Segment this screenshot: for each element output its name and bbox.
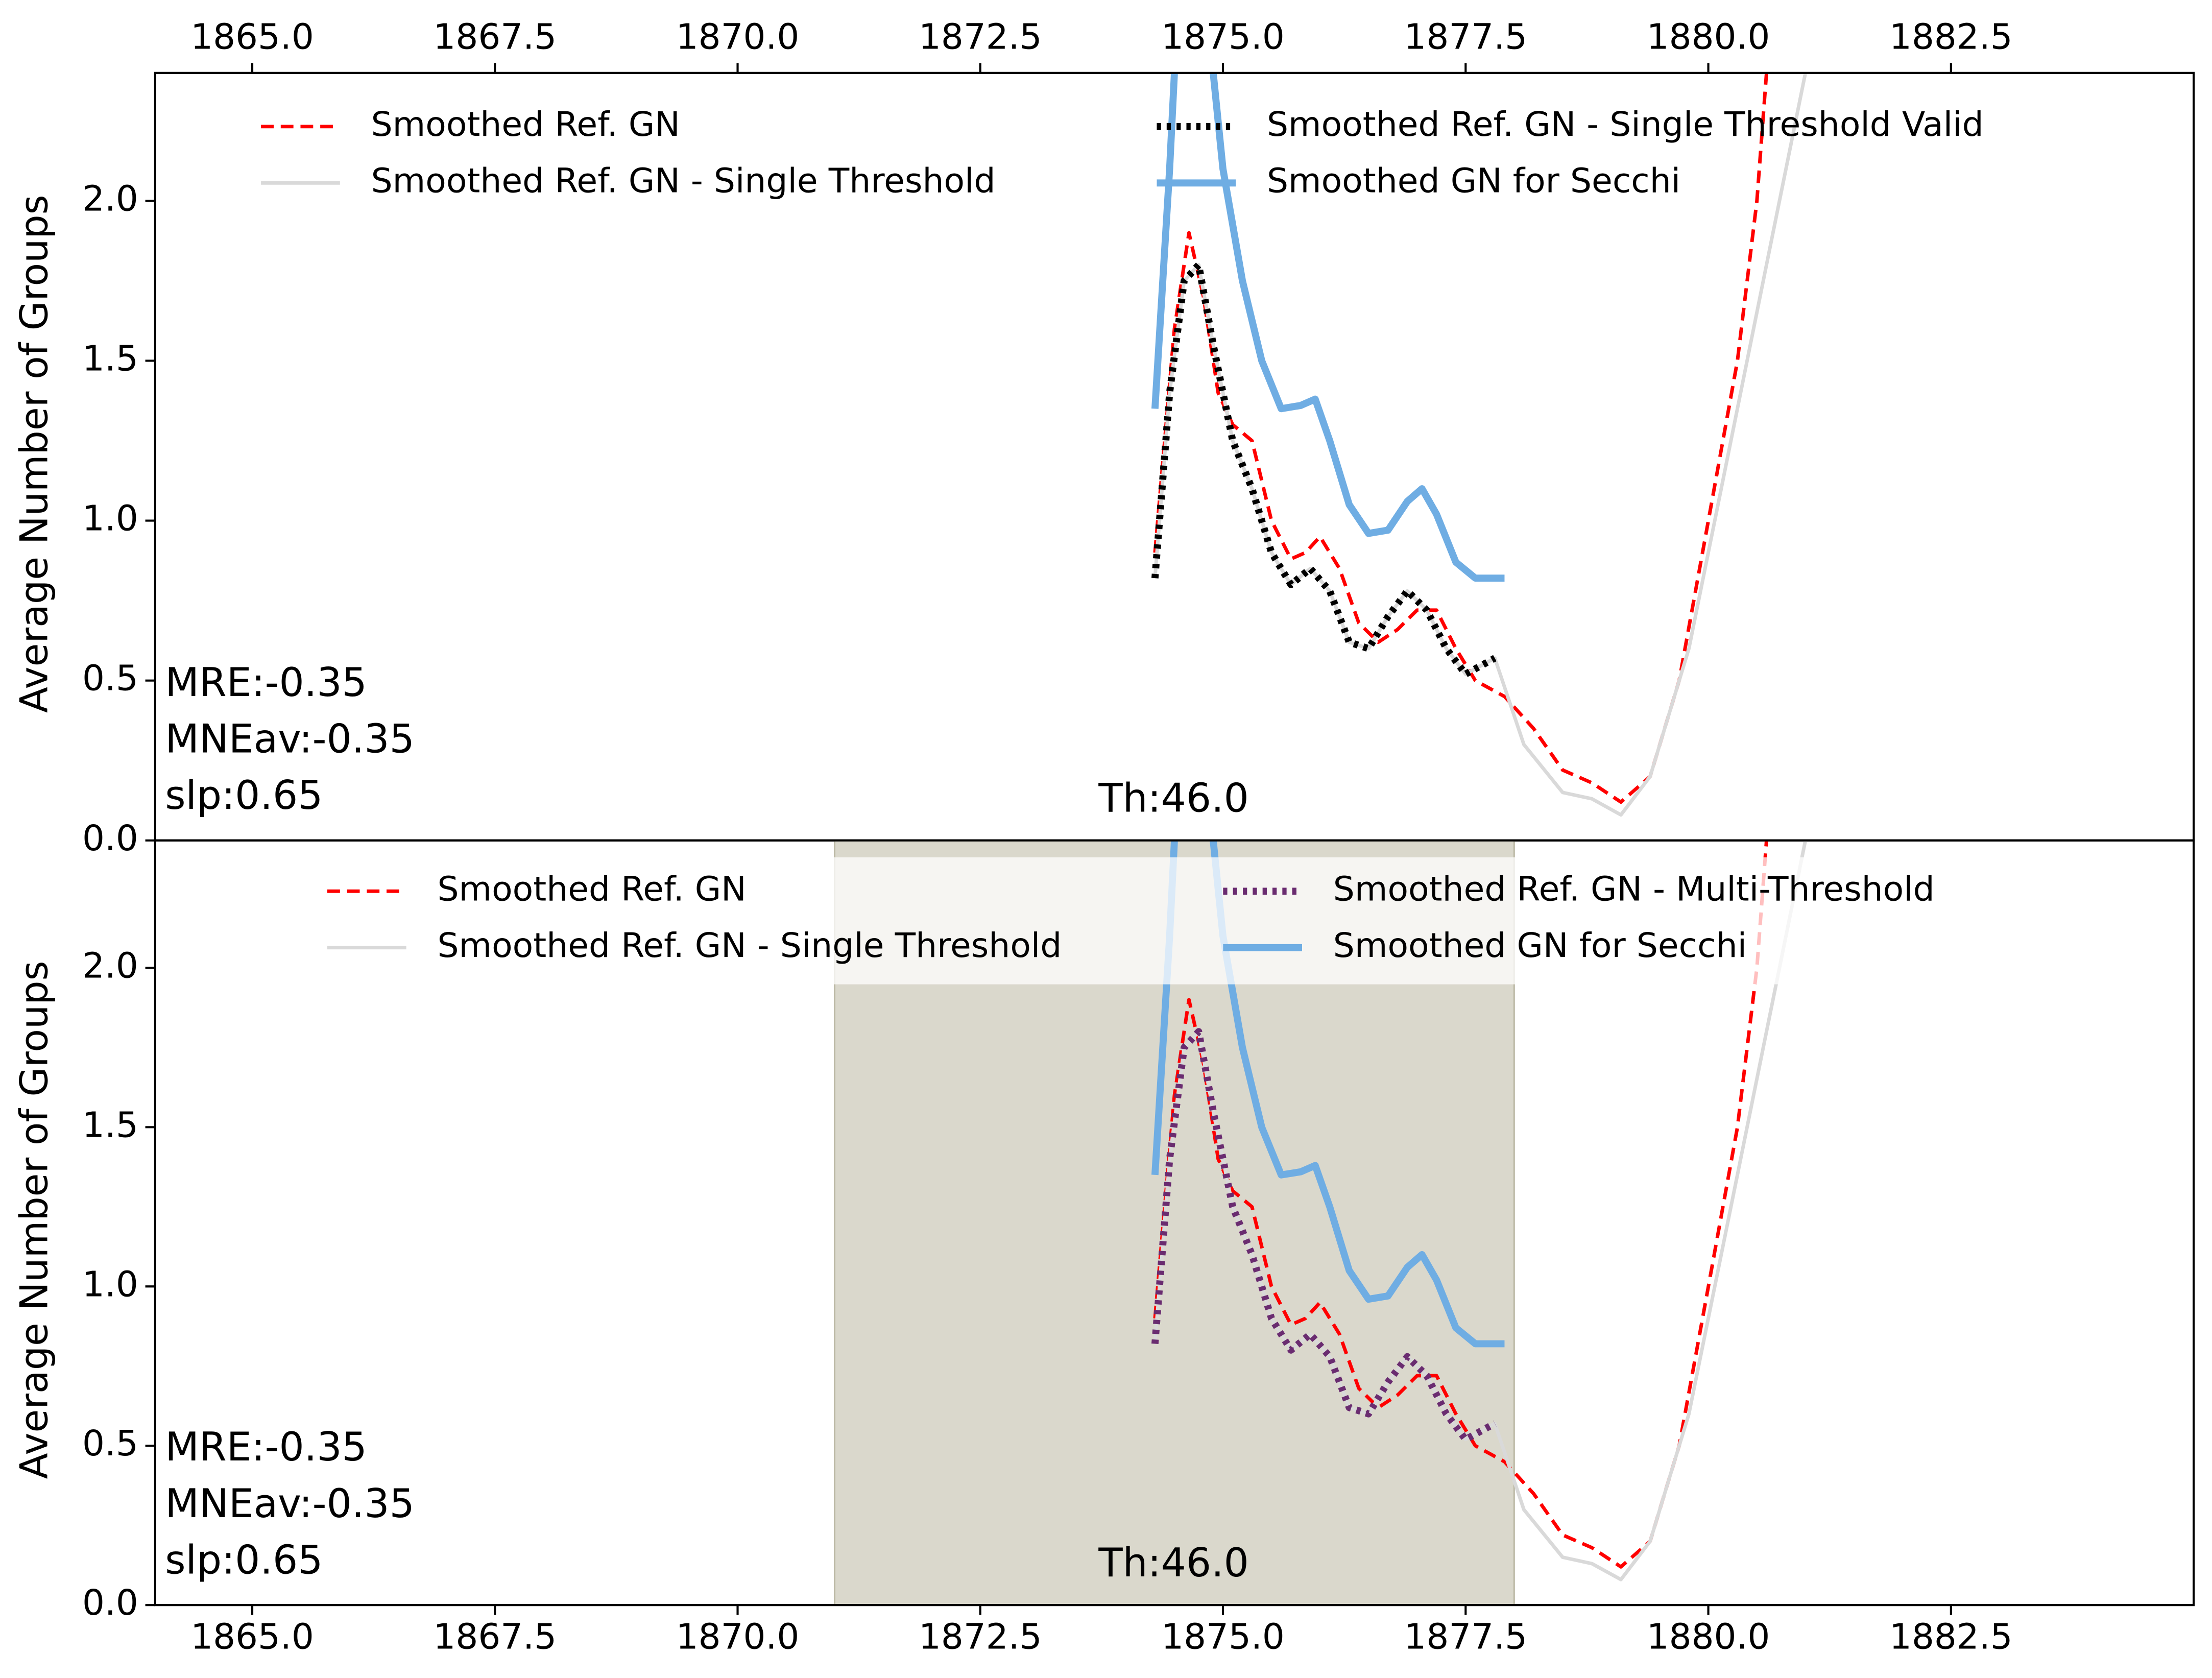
plot-area — [1151, 840, 1808, 1581]
y-tick-label: 1.0 — [82, 1264, 138, 1305]
x-tick-label: 1875.0 — [1161, 17, 1285, 58]
legend-label: Smoothed Ref. GN - Single Threshold — [371, 160, 996, 200]
series-line — [1153, 73, 1808, 817]
legend-label: Smoothed Ref. GN — [437, 869, 746, 908]
legend-label: Smoothed Ref. GN — [371, 104, 680, 144]
axes-frame — [154, 839, 2195, 1607]
series-line — [1153, 840, 1808, 1581]
x-tick-label: 1865.0 — [190, 1617, 314, 1658]
legend-label: Smoothed Ref. GN - Single Threshold — [437, 925, 1062, 965]
x-tick-label: 1880.0 — [1647, 1617, 1770, 1658]
y-tick-label: 2.0 — [82, 178, 138, 219]
x-tick-label: 1870.0 — [676, 17, 800, 58]
series-line — [1151, 1028, 1497, 1443]
x-tick-label: 1882.5 — [1889, 1617, 2013, 1658]
y-tick-label: 1.5 — [82, 1105, 138, 1145]
plot-area — [1151, 73, 1808, 817]
legend-label: Smoothed GN for Secchi — [1333, 925, 1747, 965]
x-tick-label: 1875.0 — [1161, 1617, 1285, 1658]
y-tick-label: 0.0 — [82, 818, 138, 859]
y-tick-label: 2.0 — [82, 945, 138, 986]
series-line — [1151, 73, 1505, 582]
annotation: MRE:-0.35 — [165, 660, 367, 706]
threshold-label: Th:46.0 — [1098, 1540, 1249, 1586]
y-tick-label: 0.0 — [82, 1583, 138, 1623]
x-tick-label: 1880.0 — [1647, 17, 1770, 58]
x-tick-label: 1877.5 — [1404, 17, 1528, 58]
legend-label: Smoothed GN for Secchi — [1267, 160, 1680, 200]
x-tick-label: 1870.0 — [676, 1617, 800, 1658]
series-line — [1151, 261, 1497, 678]
x-tick-label: 1877.5 — [1404, 1617, 1528, 1658]
y-tick-label: 0.5 — [82, 658, 138, 699]
y-axis-label: Average Number of Groups — [12, 195, 56, 713]
legend-label: Smoothed Ref. GN - Multi-Threshold — [1333, 869, 1935, 908]
annotation: slp:0.65 — [165, 1537, 323, 1583]
y-tick-label: 0.5 — [82, 1423, 138, 1464]
y-axis-label: Average Number of Groups — [12, 961, 56, 1479]
y-tick-label: 1.0 — [82, 498, 138, 539]
x-tick-label: 1872.5 — [919, 17, 1042, 58]
legend-label: Smoothed Ref. GN - Single Threshold Vali… — [1267, 104, 1984, 144]
x-tick-label: 1865.0 — [190, 17, 314, 58]
x-tick-label: 1872.5 — [919, 1617, 1042, 1658]
annotation: slp:0.65 — [165, 773, 323, 819]
annotation: MNEav:-0.35 — [165, 716, 415, 762]
legend-box — [313, 857, 1840, 985]
x-tick-label: 1867.5 — [433, 17, 557, 58]
x-tick-label: 1882.5 — [1889, 17, 2013, 58]
annotation: MRE:-0.35 — [165, 1424, 367, 1470]
annotation: MNEav:-0.35 — [165, 1481, 415, 1527]
x-tick-label: 1867.5 — [433, 1617, 557, 1658]
y-tick-label: 1.5 — [82, 338, 138, 379]
threshold-label: Th:46.0 — [1098, 775, 1249, 821]
